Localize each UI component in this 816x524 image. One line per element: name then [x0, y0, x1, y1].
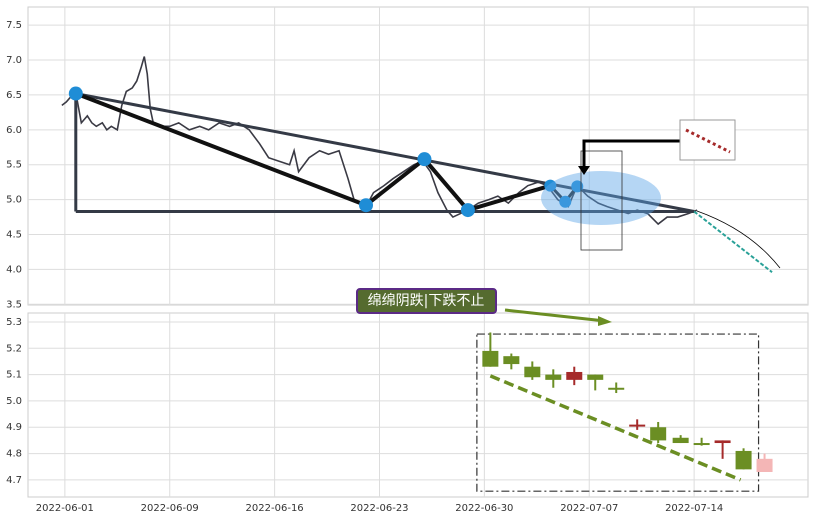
candle-body — [566, 371, 583, 380]
y-tick-label: 5.1 — [6, 370, 22, 381]
x-tick-label: 2022-07-14 — [665, 503, 723, 514]
y-tick-label: 5.2 — [6, 343, 22, 354]
y-tick-label: 5.5 — [6, 160, 22, 171]
annotation-box — [356, 288, 497, 314]
annotation: 绵绵阴跌|下跌不止 — [368, 292, 485, 309]
candle-body — [524, 366, 541, 378]
y-tick-label: 4.7 — [6, 475, 22, 486]
y-tick-label: 7.0 — [6, 55, 22, 66]
x-tick-label: 2022-06-23 — [350, 503, 408, 514]
candle-body — [482, 350, 499, 367]
annotation-arrow-head — [598, 316, 612, 326]
icon-box — [679, 119, 736, 161]
pivot-point — [460, 203, 475, 218]
candle-body — [587, 374, 604, 380]
x-tick-label: 2022-06-09 — [141, 503, 199, 514]
y-tick-label: 5.0 — [6, 396, 22, 407]
pivot-point — [68, 86, 83, 101]
icon — [685, 128, 731, 154]
trend-line — [489, 374, 742, 482]
x-tick-label: 2022-06-16 — [246, 503, 304, 514]
x-tick-label: 2022-06-30 — [455, 503, 513, 514]
y-tick-label: 4.0 — [6, 264, 22, 275]
x-tick-label: 2022-07-07 — [560, 503, 618, 514]
candle-body — [545, 374, 562, 380]
y-tick-label: 6.0 — [6, 125, 22, 136]
arrow-head — [578, 166, 590, 175]
y-tick-label: 3.5 — [6, 299, 22, 310]
y-tick-label: 4.5 — [6, 230, 22, 241]
candle-body — [503, 356, 520, 365]
y-tick-label: 4.8 — [6, 449, 22, 460]
candle-body — [608, 387, 625, 390]
pivot-point — [571, 180, 584, 193]
x-tick-label: 2022-06-01 — [36, 503, 94, 514]
bottom-panel — [27, 312, 809, 498]
y-tick-label: 6.5 — [6, 90, 22, 101]
candle-body — [650, 427, 667, 441]
candle-body — [629, 424, 646, 427]
trend-line — [75, 92, 695, 213]
pivot-point — [544, 179, 557, 192]
y-tick-label: 5.0 — [6, 195, 22, 206]
curve — [696, 210, 781, 269]
y-tick-label: 7.5 — [6, 20, 22, 31]
pivot-point — [359, 198, 374, 213]
candle-body — [693, 443, 710, 446]
candle-body — [672, 437, 689, 444]
overlay: 绵绵阴跌|下跌不止 — [356, 119, 781, 326]
y-tick-label: 4.9 — [6, 422, 22, 433]
frame — [580, 150, 623, 251]
pivot-point — [559, 195, 572, 208]
annotation-arrow — [504, 308, 606, 323]
candle-body — [735, 450, 752, 470]
candle-body — [756, 458, 773, 472]
y-tick-label: 5.3 — [6, 317, 22, 328]
candle-body — [714, 440, 731, 444]
pattern-box — [476, 333, 760, 492]
pivot-point — [417, 152, 432, 167]
highlight-ellipse — [541, 171, 661, 225]
trend-line — [693, 210, 773, 273]
top-panel — [27, 6, 809, 306]
